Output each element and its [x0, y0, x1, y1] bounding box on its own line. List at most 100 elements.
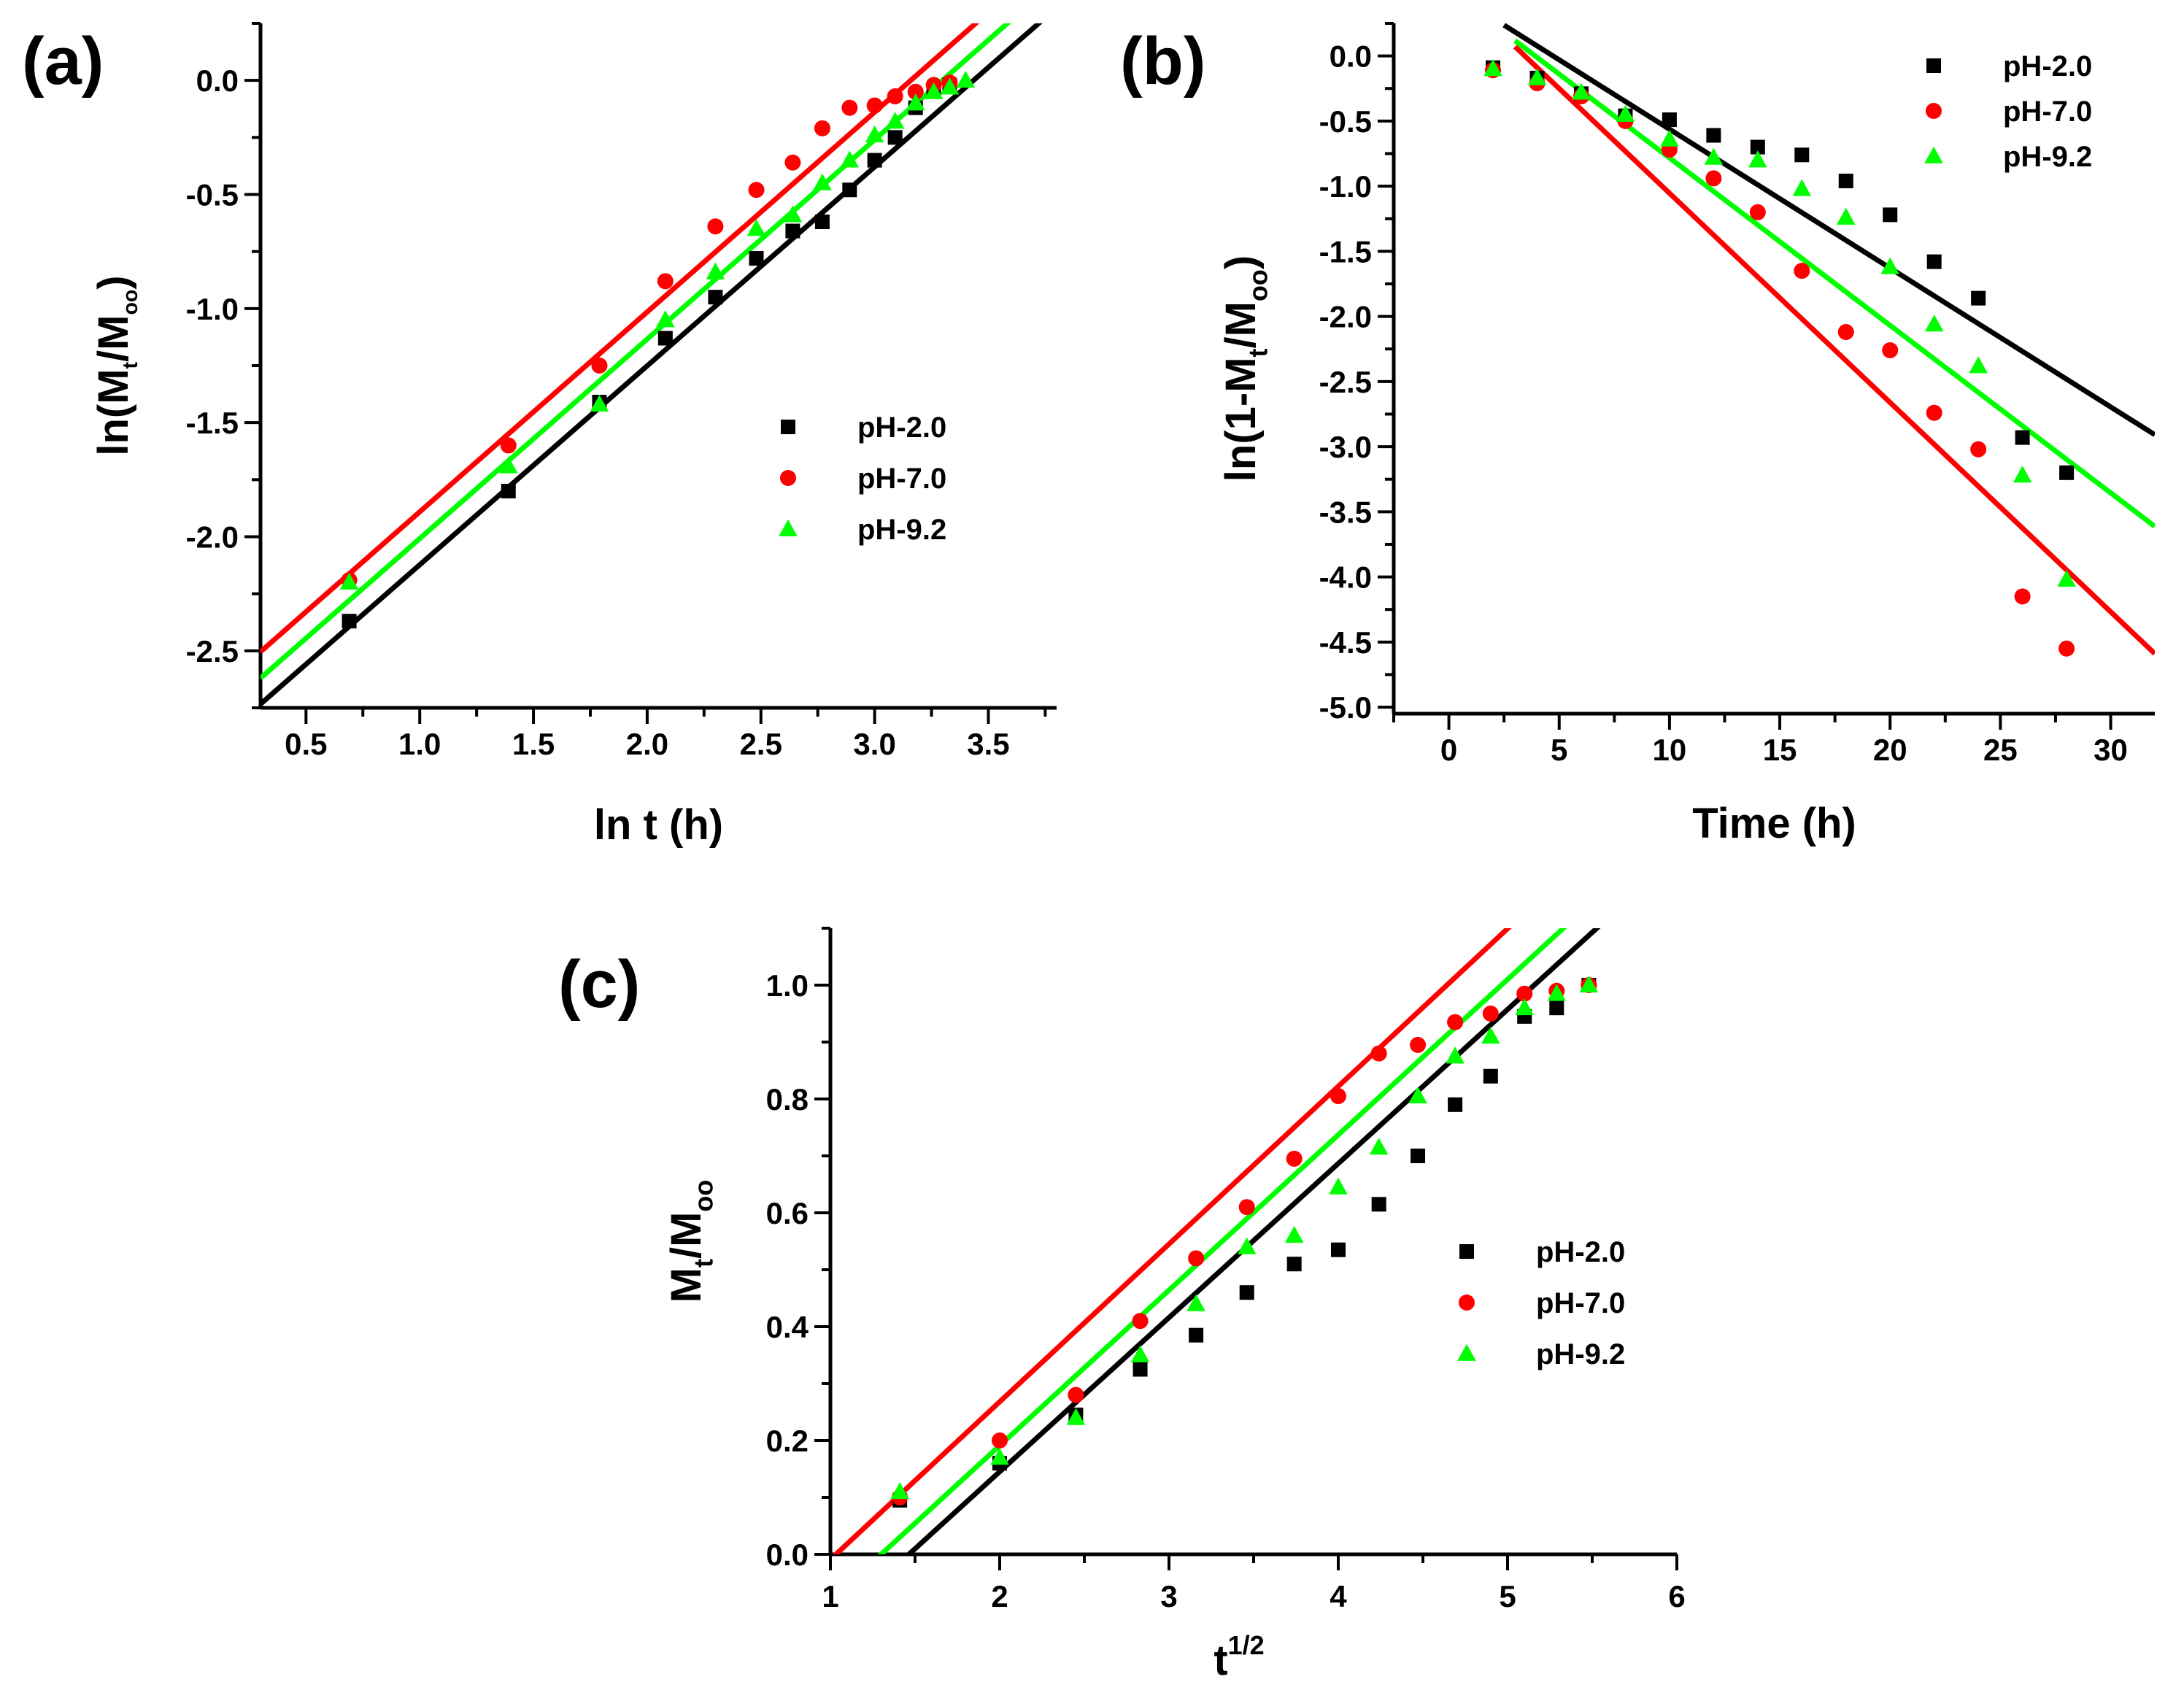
- legend-label: pH-7.0: [857, 463, 946, 495]
- data-point: [749, 251, 764, 266]
- y-tick-label: -4.0: [1319, 560, 1372, 595]
- data-point: [1516, 985, 1533, 1002]
- data-point: [1748, 150, 1767, 168]
- x-tick-label: 0: [1440, 733, 1457, 767]
- series-ph-9.2: [339, 70, 976, 590]
- data-point: [1705, 170, 1722, 187]
- data-point: [867, 153, 882, 168]
- data-point: [1794, 263, 1810, 279]
- y-axis-title-sub1: t: [688, 1259, 718, 1268]
- data-point: [1924, 315, 1944, 332]
- x-tick-label: 2: [991, 1579, 1008, 1613]
- data-point: [748, 182, 765, 198]
- data-point: [657, 273, 674, 290]
- data-point: [924, 82, 944, 99]
- fit-line-ph-7.0: [261, 23, 980, 654]
- data-point: [906, 93, 925, 111]
- fit-line-ph-7.0: [832, 928, 1512, 1554]
- panel-a: (a) 0.5 1.0 1.5 2.0 2.5 3.0 3.5 0.0 -0.5 -1.0 -1.5 -…: [22, 22, 1057, 849]
- data-point: [1286, 1150, 1303, 1167]
- y-tick-label: -0.5: [1319, 104, 1372, 139]
- data-point: [2014, 588, 2031, 605]
- data-point: [813, 173, 832, 190]
- series-ph-9.2: [890, 975, 1599, 1500]
- x-tick-label: 0.5: [285, 727, 327, 761]
- y-tick-label: 0.0: [1330, 39, 1372, 74]
- data-point: [1331, 1242, 1346, 1257]
- x-tick-label: 3.5: [967, 727, 1009, 761]
- y-tick-label: -1.5: [186, 406, 239, 440]
- data-point: [1527, 68, 1547, 85]
- y-tick-label: 0.6: [766, 1196, 809, 1230]
- panel-label: (c): [558, 947, 640, 1022]
- legend-label: pH-2.0: [1536, 1236, 1625, 1268]
- data-point: [1329, 1177, 1348, 1195]
- data-point: [2015, 430, 2030, 445]
- data-point: [1572, 82, 1591, 100]
- data-point: [656, 310, 675, 328]
- y-axis-title: ln(Mt/Moo): [90, 275, 142, 455]
- x-tick-label: 1.5: [512, 727, 555, 761]
- data-point: [814, 120, 830, 136]
- x-axis-title: ln t (h): [594, 801, 723, 849]
- legend: pH-2.0 pH-7.0 pH-9.2: [1457, 1236, 1625, 1370]
- x-tick-label: 6: [1668, 1579, 1685, 1613]
- y-tick-label: -5.0: [1319, 690, 1372, 725]
- data-point: [1880, 257, 1899, 274]
- data-point: [887, 88, 903, 105]
- data-point: [2058, 640, 2075, 657]
- x-tick-label: 10: [1653, 733, 1687, 767]
- y-axis-title-prefix: ln(M: [90, 369, 137, 455]
- data-point: [1838, 173, 1853, 188]
- y-tick-label: 0.8: [766, 1082, 809, 1116]
- data-point: [1447, 1014, 1464, 1030]
- data-point: [707, 218, 724, 235]
- fit-line-ph-2.0: [905, 928, 1601, 1554]
- y-axis-title: Mt/Moo: [663, 1180, 718, 1303]
- panel-c: (c)1 2 3 4 5 60.00.20.40.60.81.0t1/2Mt/MoopH-…: [558, 927, 1686, 1684]
- panel-label: (b): [1120, 24, 1205, 99]
- series-ph-9.2: [1483, 59, 2076, 587]
- x-tick-label: 3.0: [853, 727, 895, 761]
- y-tick-label: 0.2: [766, 1424, 809, 1458]
- data-point: [784, 154, 801, 171]
- fit-lines: [832, 928, 1601, 1554]
- x-axis-title-sup: 1/2: [1228, 1630, 1265, 1660]
- data-point: [1481, 1027, 1500, 1044]
- fit-line-ph-2.0: [261, 23, 1043, 706]
- y-tick-label: -1.0: [1319, 169, 1372, 204]
- data-point: [1411, 1149, 1426, 1163]
- data-point: [1971, 290, 1986, 306]
- data-point: [1130, 1345, 1150, 1362]
- data-point: [1066, 1408, 1086, 1425]
- data-point: [990, 1448, 1009, 1465]
- legend-label: pH-7.0: [2003, 96, 2092, 128]
- data-point: [1239, 1285, 1254, 1300]
- data-point: [339, 572, 359, 590]
- data-point: [1616, 104, 1635, 122]
- data-point: [1186, 1294, 1205, 1311]
- legend: pH-2.0 pH-7.0 pH-9.2: [1924, 50, 2092, 173]
- x-tick-label: 4: [1330, 1579, 1347, 1613]
- x-tick-label: 1: [822, 1579, 838, 1613]
- y-tick-label: -2.0: [186, 520, 239, 555]
- fit-line-ph-2.0: [1502, 23, 2155, 437]
- y-axis-title-sub2: oo: [119, 290, 142, 315]
- x-tick-label: 30: [2094, 733, 2128, 767]
- fit-line-ph-9.2: [877, 928, 1567, 1554]
- data-point: [940, 77, 960, 95]
- data-point: [1794, 147, 1810, 163]
- legend-label: pH-7.0: [1536, 1287, 1625, 1319]
- y-tick-label: -3.5: [1319, 495, 1372, 529]
- fit-line-ph-7.0: [1513, 45, 2155, 656]
- data-point: [1970, 441, 1987, 458]
- data-point: [1792, 179, 1812, 196]
- legend-marker: [780, 470, 796, 486]
- fit-lines: [261, 23, 1043, 706]
- data-point: [1286, 1257, 1302, 1272]
- legend-label: pH-2.0: [857, 412, 946, 444]
- data-point: [590, 394, 609, 412]
- data-point: [1188, 1250, 1205, 1267]
- data-point: [1330, 1088, 1346, 1105]
